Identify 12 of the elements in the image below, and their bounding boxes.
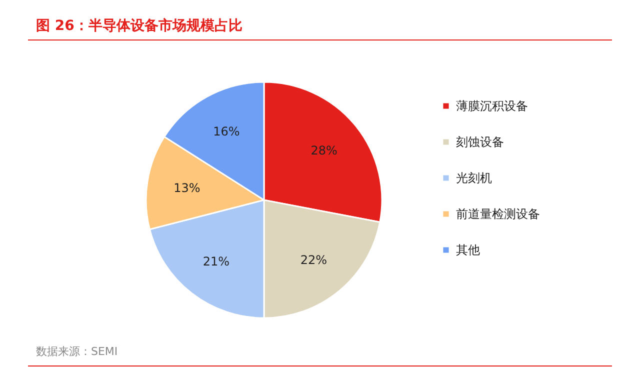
data-label: 22%	[300, 253, 328, 268]
legend-label: 薄膜沉积设备	[456, 99, 528, 113]
data-label: 21%	[202, 254, 230, 269]
source-note: 数据来源：SEMI	[36, 345, 118, 358]
data-label: 28%	[310, 143, 338, 158]
data-label: 13%	[174, 180, 200, 195]
legend-label: 其他	[456, 243, 480, 257]
data-label: 16%	[213, 124, 240, 139]
legend-label: 前道量检测设备	[456, 207, 540, 221]
legend-label: 刻蚀设备	[456, 135, 504, 149]
legend-label: 光刻机	[456, 171, 492, 185]
chart-title: 图 26：半导体设备市场规模占比	[36, 17, 242, 34]
